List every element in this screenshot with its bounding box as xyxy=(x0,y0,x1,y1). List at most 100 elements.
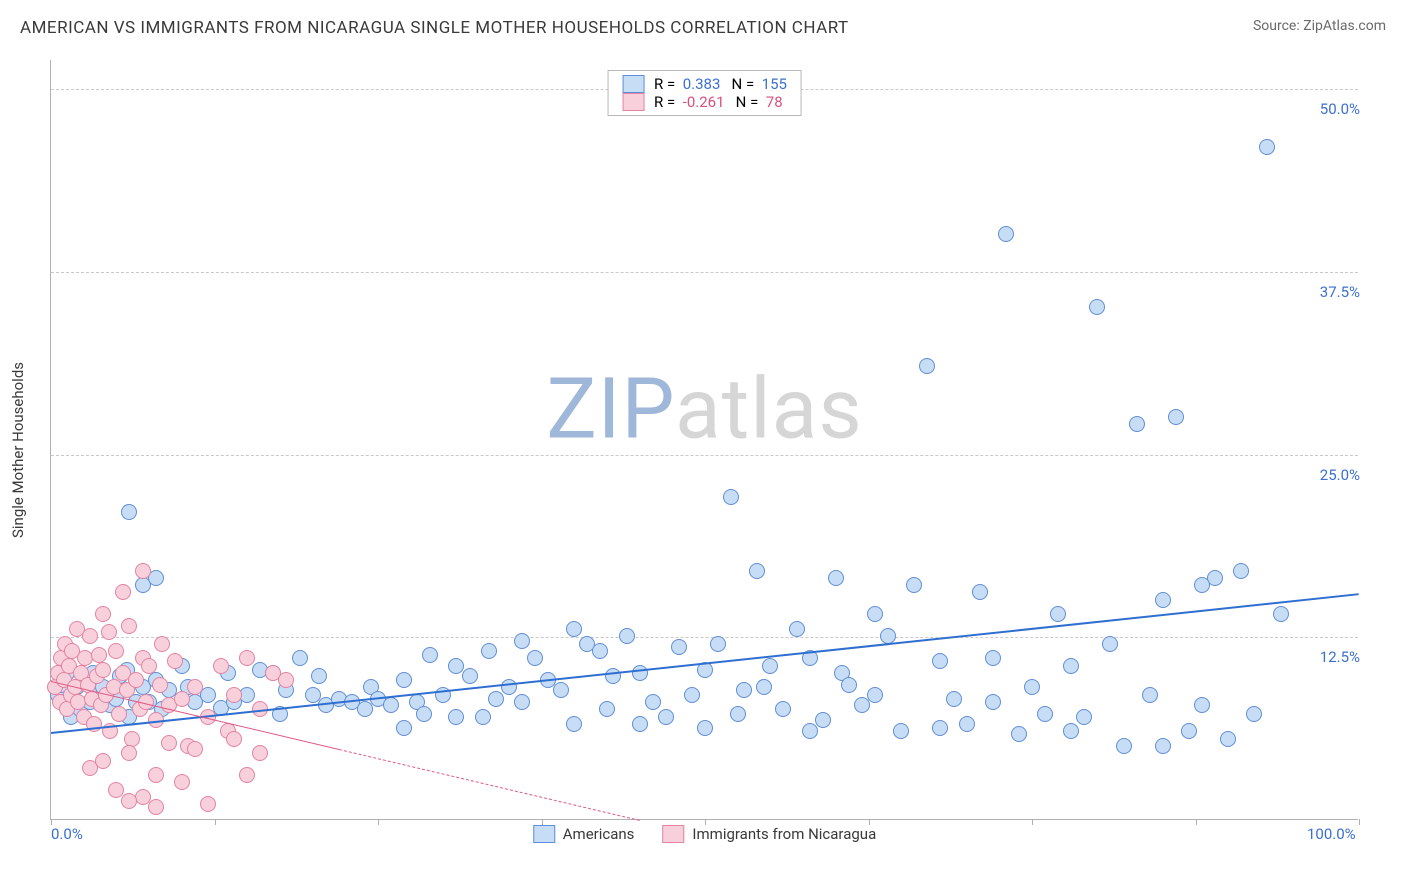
scatter-point xyxy=(121,504,137,520)
scatter-point xyxy=(1050,606,1066,622)
y-axis-label: Single Mother Households xyxy=(9,362,27,538)
scatter-point xyxy=(111,706,127,722)
scatter-point xyxy=(154,636,170,652)
scatter-point xyxy=(919,358,935,374)
scatter-point xyxy=(1063,723,1079,739)
scatter-point xyxy=(226,687,242,703)
scatter-point xyxy=(187,741,203,757)
scatter-point xyxy=(514,694,530,710)
scatter-point xyxy=(1011,726,1027,742)
scatter-point xyxy=(239,650,255,666)
scatter-point xyxy=(841,677,857,693)
legend-stat-row: R = -0.261 N = 78 xyxy=(622,93,787,111)
scatter-point xyxy=(148,799,164,815)
scatter-point xyxy=(278,672,294,688)
scatter-point xyxy=(893,723,909,739)
scatter-point xyxy=(619,628,635,644)
series-legend: AmericansImmigrants from Nicaragua xyxy=(533,825,876,843)
scatter-point xyxy=(152,677,168,693)
scatter-point xyxy=(311,668,327,684)
gridline xyxy=(51,272,1358,273)
scatter-point xyxy=(226,731,242,747)
scatter-point xyxy=(684,687,700,703)
scatter-point xyxy=(1233,563,1249,579)
watermark: ZIPatlas xyxy=(546,360,862,459)
scatter-point xyxy=(1181,723,1197,739)
x-tick xyxy=(378,819,379,825)
scatter-point xyxy=(1102,636,1118,652)
legend-swatch xyxy=(622,75,644,93)
scatter-point xyxy=(1220,731,1236,747)
scatter-point xyxy=(932,720,948,736)
scatter-point xyxy=(828,570,844,586)
scatter-point xyxy=(1246,706,1262,722)
legend-stat-text: R = 0.383 N = 155 xyxy=(654,75,787,93)
scatter-point xyxy=(488,691,504,707)
scatter-point xyxy=(91,647,107,663)
scatter-point xyxy=(108,782,124,798)
scatter-point xyxy=(645,694,661,710)
scatter-point xyxy=(187,679,203,695)
scatter-point xyxy=(632,665,648,681)
scatter-point xyxy=(998,226,1014,242)
scatter-point xyxy=(1259,139,1275,155)
scatter-point xyxy=(141,658,157,674)
scatter-point xyxy=(959,716,975,732)
scatter-point xyxy=(592,643,608,659)
scatter-point xyxy=(115,584,131,600)
scatter-point xyxy=(121,745,137,761)
scatter-point xyxy=(121,793,137,809)
scatter-point xyxy=(383,697,399,713)
scatter-point xyxy=(292,650,308,666)
legend-swatch xyxy=(662,825,684,843)
x-tick xyxy=(869,819,870,825)
scatter-point xyxy=(124,731,140,747)
gridline xyxy=(51,637,1358,638)
scatter-point xyxy=(1063,658,1079,674)
scatter-point xyxy=(1155,738,1171,754)
scatter-point xyxy=(161,735,177,751)
scatter-point xyxy=(1194,577,1210,593)
scatter-point xyxy=(462,668,478,684)
scatter-point xyxy=(802,723,818,739)
x-tick xyxy=(542,819,543,825)
scatter-point xyxy=(95,753,111,769)
scatter-point xyxy=(658,709,674,725)
gridline xyxy=(51,455,1358,456)
scatter-point xyxy=(632,716,648,732)
x-tick xyxy=(1196,819,1197,825)
scatter-point xyxy=(174,774,190,790)
scatter-point xyxy=(1273,606,1289,622)
scatter-point xyxy=(867,687,883,703)
scatter-point xyxy=(736,682,752,698)
scatter-point xyxy=(239,767,255,783)
scatter-point xyxy=(108,643,124,659)
scatter-point xyxy=(1116,738,1132,754)
correlation-legend: R = 0.383 N = 155R = -0.261 N = 78 xyxy=(607,70,802,116)
scatter-point xyxy=(566,716,582,732)
y-tick-label: 12.5% xyxy=(1320,648,1360,666)
scatter-point xyxy=(723,489,739,505)
chart-title: AMERICAN VS IMMIGRANTS FROM NICARAGUA SI… xyxy=(20,18,849,38)
scatter-point xyxy=(128,672,144,688)
scatter-point xyxy=(95,606,111,622)
scatter-point xyxy=(527,650,543,666)
source-attribution: Source: ZipAtlas.com xyxy=(1253,18,1386,34)
y-tick-label: 50.0% xyxy=(1320,100,1360,118)
scatter-point xyxy=(1024,679,1040,695)
scatter-point xyxy=(671,639,687,655)
legend-stat-text: R = -0.261 N = 78 xyxy=(654,93,783,111)
scatter-point xyxy=(906,577,922,593)
scatter-point xyxy=(605,668,621,684)
scatter-point xyxy=(252,745,268,761)
x-tick xyxy=(215,819,216,825)
scatter-point xyxy=(932,653,948,669)
scatter-point xyxy=(599,701,615,717)
legend-stat-row: R = 0.383 N = 155 xyxy=(622,75,787,93)
scatter-point xyxy=(416,706,432,722)
y-tick-label: 25.0% xyxy=(1320,466,1360,484)
scatter-point xyxy=(167,653,183,669)
scatter-point xyxy=(756,679,772,695)
scatter-point xyxy=(566,621,582,637)
scatter-point xyxy=(396,720,412,736)
